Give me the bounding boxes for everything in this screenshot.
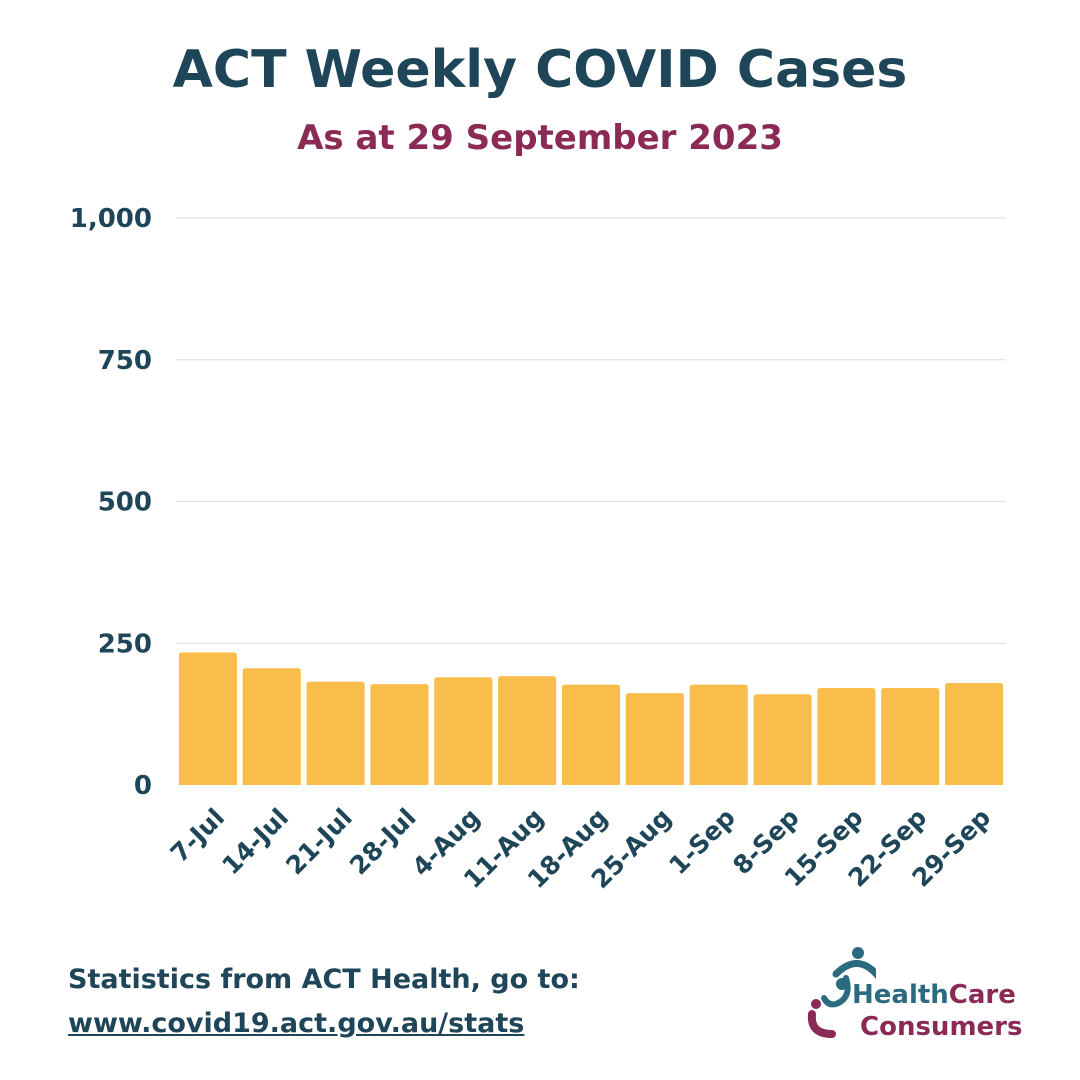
bar-1-Sep [689,684,748,785]
source-text: Statistics from ACT Health, go to: [68,964,580,995]
x-axis-ticks: 7-Jul14-Jul21-Jul28-Jul4-Aug11-Aug18-Aug… [165,803,997,894]
gridlines [176,217,1006,644]
y-tick-label: 0 [134,771,152,801]
bar-chart: 0 250 500 750 1,000 7-Jul14-Jul21-Jul28-Jul4… [70,204,1006,894]
y-tick-label: 250 [98,629,152,659]
healthcare-consumers-logo: HealthCare Consumers [806,942,1022,1042]
logo-word-health: Health [852,980,949,1010]
x-tick-label: 1-Sep [663,803,741,881]
bar-28-Jul [370,684,429,785]
y-tick-label: 750 [98,346,152,376]
x-tick-label: 14-Jul [216,803,294,881]
bar-22-Sep [881,688,940,785]
people-embrace-icon [807,947,876,1038]
chart-title: ACT Weekly COVID Cases [172,40,908,100]
bar-18-Aug [561,684,621,785]
x-tick-label: 28-Jul [344,803,422,881]
y-tick-label: 1,000 [70,204,152,234]
bar-29-Sep [945,682,1004,785]
y-axis-ticks: 0 250 500 750 1,000 [70,204,152,801]
bar-25-Aug [625,693,684,785]
logo-word-care: Care [948,980,1016,1010]
bar-4-Aug [434,677,493,785]
chart-subtitle: As at 29 September 2023 [297,118,783,158]
bar-8-Sep [753,694,812,785]
bar-11-Aug [498,676,557,785]
logo-word-consumers: Consumers [860,1012,1023,1042]
bar-14-Jul [242,668,301,785]
source-link[interactable]: www.covid19.act.gov.au/stats [68,1008,525,1039]
x-tick-label: 21-Jul [280,803,358,881]
bar-21-Jul [306,681,365,785]
bars [178,652,1004,785]
y-tick-label: 500 [98,488,152,518]
source-note: Statistics from ACT Health, go to: www.c… [68,958,580,1046]
bar-15-Sep [817,688,876,785]
bar-7-Jul [178,652,237,785]
